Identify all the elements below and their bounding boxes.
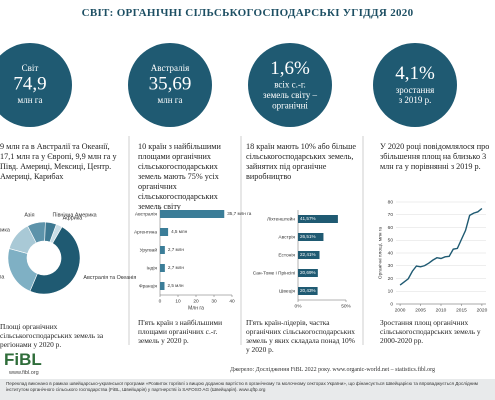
value-label: 2,7 млн xyxy=(168,247,185,252)
x-tick-label: 2010 xyxy=(436,307,447,313)
highlight-text: Світ xyxy=(22,63,39,73)
y-tick-label: Уругвай xyxy=(140,246,158,253)
y-tick-label: 40 xyxy=(388,250,394,256)
pie-label: Африка xyxy=(63,216,83,222)
highlight-text: Австралія xyxy=(151,63,189,73)
y-tick-label: 20 xyxy=(388,276,394,282)
column-text: 18 країн мають 10% або більше сільського… xyxy=(246,142,356,181)
highlight-text: 74,9 xyxy=(13,73,46,94)
logo: FiBL xyxy=(4,350,42,369)
column-text: 9 млн га в Австралії та Океанії, 17,1 мл… xyxy=(0,142,117,181)
y-tick-label: Швеція xyxy=(279,288,295,294)
highlight-text: 4,1% xyxy=(395,63,435,84)
y-tick-label: Австралія xyxy=(135,211,157,217)
y-tick-label: Ліхтенштейн xyxy=(267,215,295,222)
y-tick-label: Австрія xyxy=(278,234,295,240)
y-tick-label: Естонія xyxy=(278,252,295,258)
bar xyxy=(298,251,320,259)
y-tick-label: 30 xyxy=(388,263,394,269)
bar xyxy=(160,228,169,236)
y-tick-label: Індія xyxy=(147,265,158,271)
column-text: У 2020 році повідомлялося про збільшення… xyxy=(380,142,490,171)
y-tick-label: 0 xyxy=(390,301,393,307)
highlight-circle xyxy=(373,43,457,127)
column-text: 10 країн з найбільшими площами органічни… xyxy=(138,142,221,211)
pie-slice xyxy=(7,248,38,292)
y-tick-label: Сан-Томе і Прінсіпі xyxy=(253,270,295,276)
value-label: 2,5 млн xyxy=(168,283,185,288)
value-label: 22,41% xyxy=(300,252,316,257)
value-label: 35,7 млн га xyxy=(227,211,251,216)
highlight-text: з 2019 р. xyxy=(399,95,432,105)
highlight-text: 1,6% xyxy=(270,58,310,79)
y-tick-label: Франція xyxy=(139,283,157,289)
bar xyxy=(160,246,165,254)
value-label: 26,51% xyxy=(300,234,316,239)
x-tick-label: 2015 xyxy=(456,307,467,313)
x-tick-label: 40 xyxy=(229,298,235,304)
x-tick-label: 2020 xyxy=(477,307,488,313)
value-label: 41,57% xyxy=(300,216,316,221)
bar xyxy=(298,287,318,295)
x-tick-label: 2005 xyxy=(415,307,426,313)
y-tick-label: 10 xyxy=(388,289,394,295)
highlight-circle xyxy=(0,43,72,127)
page-title: СВІТ: ОРГАНІЧНІ СІЛЬСЬКОГОСПОДАРСЬКІ УГІ… xyxy=(81,7,414,19)
caption: П'ять країн-лідерів, частка органічних с… xyxy=(246,318,355,354)
pie-label: Європа xyxy=(0,275,4,281)
x-tick-label: 20 xyxy=(193,298,199,304)
y-tick-label: 50 xyxy=(388,238,394,244)
pie-slice xyxy=(29,226,81,295)
pie-slice xyxy=(44,221,57,243)
x-tick-label: 0 xyxy=(159,298,162,304)
source: Джерело: Дослідження FiBL 2022 року. www… xyxy=(230,367,436,373)
footer-url[interactable]: www.fibl.org xyxy=(9,370,39,376)
highlight-text: органічні xyxy=(272,100,308,110)
value-label: 20,69% xyxy=(300,270,316,275)
y-axis-label: Органічні площі, млн га xyxy=(377,227,383,279)
pie-label: Австралія та Океанія xyxy=(83,275,136,281)
highlight-text: всіх с.-г. xyxy=(274,80,306,90)
x-tick-label: 30 xyxy=(211,298,217,304)
x-axis-label: Млн га xyxy=(188,305,204,311)
x-tick-label: 0% xyxy=(295,303,303,309)
highlight-circle xyxy=(248,43,332,127)
highlight-circle xyxy=(128,43,212,127)
bar xyxy=(160,264,165,272)
bar xyxy=(160,282,165,290)
value-label: 2,7 млн xyxy=(168,265,185,270)
highlight-text: млн га xyxy=(158,95,183,105)
pie-label: Лат. Америка xyxy=(0,228,10,234)
value-label: 4,5 млн xyxy=(171,229,188,234)
highlight-text: млн га xyxy=(18,95,43,105)
highlight-text: зростання xyxy=(396,85,435,95)
y-tick-label: 70 xyxy=(388,212,394,218)
x-tick-label: 50% xyxy=(341,303,351,309)
x-tick-label: 10 xyxy=(175,298,181,304)
pie-label: Азія xyxy=(24,212,34,218)
value-label: 20,43% xyxy=(300,288,316,293)
caption: Площі органічних сільськогосподарських з… xyxy=(0,322,104,349)
y-tick-label: 60 xyxy=(388,225,394,231)
caption: П'ять країн з найбільшими площами органі… xyxy=(138,318,223,345)
y-tick-label: 80 xyxy=(388,199,394,205)
bar xyxy=(298,269,318,277)
x-tick-label: 2000 xyxy=(395,307,406,313)
footer-note: Переклад виконано в рамках швейцарсько-у… xyxy=(6,381,478,393)
bar xyxy=(160,210,225,218)
highlight-text: земель світу – xyxy=(263,90,317,100)
caption: Зростання площ органічних сільськогоспод… xyxy=(380,318,481,345)
y-tick-label: Аргентина xyxy=(134,229,157,235)
highlight-text: 35,69 xyxy=(149,73,192,94)
bar xyxy=(298,233,324,241)
footer-band xyxy=(0,379,495,400)
bar xyxy=(298,215,338,223)
line xyxy=(399,207,483,286)
pie-label: Північна Америка xyxy=(53,212,97,218)
